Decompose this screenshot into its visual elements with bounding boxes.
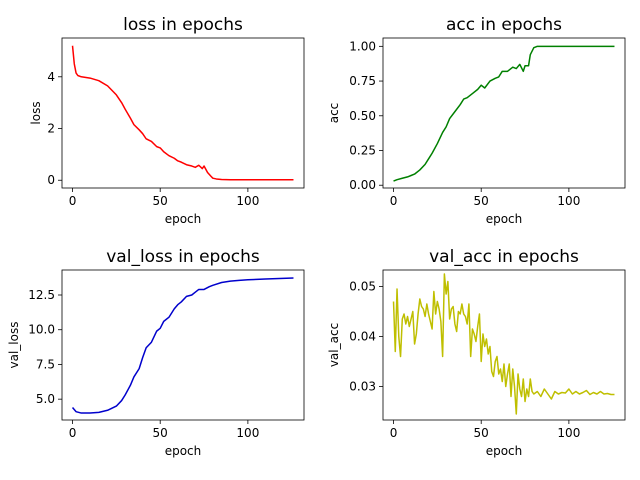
series-line — [392, 273, 615, 415]
x-tick-label: 100 — [557, 194, 580, 208]
chart-title: acc in epochs — [446, 15, 562, 35]
y-tick-label: 10.0 — [28, 323, 55, 337]
plot-frame — [382, 37, 626, 189]
y-tick-label: 5.0 — [36, 392, 55, 406]
x-axis-label: epoch — [165, 444, 202, 458]
plot-frame — [61, 37, 305, 189]
y-axis-label: loss — [29, 101, 43, 124]
y-axis-label: acc — [327, 103, 341, 124]
y-tick-label: 0.00 — [349, 178, 376, 192]
y-tick-label: 7.5 — [36, 357, 55, 371]
series-line — [71, 45, 294, 181]
y-tick-label: 1.00 — [349, 39, 376, 53]
plot-frame — [61, 269, 305, 421]
x-tick-label: 0 — [390, 194, 398, 208]
series-line — [71, 277, 294, 414]
acc-chart: acc in epochs epoch acc 0 50 100 0.00 0.25 0.… — [327, 15, 626, 226]
chart-title: val_acc in epochs — [429, 247, 579, 267]
y-tick-label: 0.25 — [349, 144, 376, 158]
y-tick-label: 0.75 — [349, 74, 376, 88]
x-tick-label: 0 — [390, 426, 398, 440]
x-axis-label: epoch — [486, 212, 523, 226]
y-tick-label: 12.5 — [28, 288, 55, 302]
x-tick-label: 100 — [236, 426, 259, 440]
x-tick-label: 0 — [69, 426, 77, 440]
val-loss-chart: val_loss in epochs epoch val_loss 0 50 100… — [7, 247, 305, 458]
x-tick-label: 50 — [474, 426, 489, 440]
series-line — [393, 45, 615, 182]
x-axis-label: epoch — [165, 212, 202, 226]
x-tick-label: 50 — [153, 426, 168, 440]
y-tick-label: 0.05 — [349, 280, 376, 294]
y-axis-label: val_acc — [327, 323, 341, 367]
y-tick-label: 0.03 — [349, 380, 376, 394]
chart-title: val_loss in epochs — [106, 247, 260, 267]
x-tick-label: 0 — [69, 194, 77, 208]
y-tick-label: 0.04 — [349, 330, 376, 344]
x-tick-label: 50 — [153, 194, 168, 208]
chart-title: loss in epochs — [123, 15, 243, 35]
x-tick-label: 50 — [474, 194, 489, 208]
plot-frame — [382, 269, 626, 421]
x-axis-label: epoch — [486, 444, 523, 458]
loss-chart: loss in epochs epoch loss 0 50 100 0 2 4 — [29, 15, 305, 226]
x-tick-label: 100 — [557, 426, 580, 440]
x-tick-label: 100 — [236, 194, 259, 208]
y-tick-label: 0.50 — [349, 109, 376, 123]
y-tick-label: 2 — [47, 122, 55, 136]
y-tick-label: 0 — [47, 173, 55, 187]
val-acc-chart: val_acc in epochs epoch val_acc 0 50 100 0.… — [327, 247, 626, 458]
y-tick-label: 4 — [47, 70, 55, 84]
y-axis-label: val_loss — [7, 322, 21, 369]
